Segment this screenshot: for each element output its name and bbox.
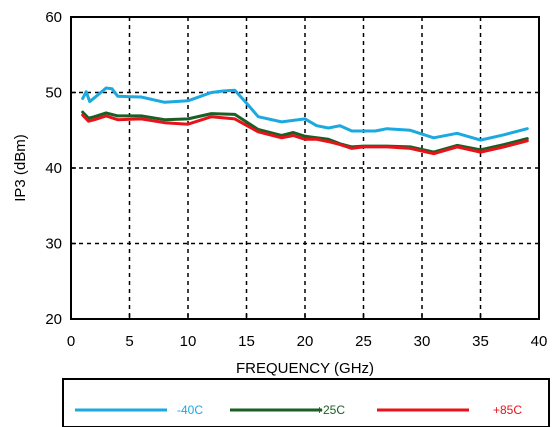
x-tick-label: 40 <box>531 333 548 350</box>
x-tick-label: 0 <box>67 333 75 350</box>
y-tick-label: 40 <box>45 160 62 177</box>
series-line-2 <box>81 113 529 156</box>
legend: -40C +25C +85C <box>62 378 550 427</box>
legend-items: -40C +25C +85C <box>75 403 522 417</box>
x-axis-label: FREQUENCY (GHz) <box>236 360 374 377</box>
y-tick-label: 60 <box>45 9 62 26</box>
x-tick-label: 25 <box>355 333 372 350</box>
legend-label-0: -40C <box>177 403 203 417</box>
x-tick-label: 20 <box>297 333 314 350</box>
series-lines <box>81 86 529 156</box>
x-tick-label: 5 <box>125 333 133 350</box>
y-tick-label: 30 <box>45 236 62 253</box>
x-axis-ticks: 0 5 10 15 20 25 30 35 40 <box>67 314 548 350</box>
y-tick-label: 50 <box>45 85 62 102</box>
legend-label-2: +85C <box>493 403 522 417</box>
legend-box <box>62 378 550 427</box>
y-tick-label: 20 <box>45 311 62 328</box>
x-tick-label: 10 <box>180 333 197 350</box>
x-tick-label: 35 <box>472 333 489 350</box>
y-axis-ticks: 20 30 40 50 60 <box>45 9 76 328</box>
y-axis-label: IP3 (dBm) <box>12 134 29 202</box>
gridlines <box>71 17 539 319</box>
x-tick-label: 30 <box>414 333 431 350</box>
x-tick-label: 15 <box>238 333 255 350</box>
series-line-0 <box>81 86 529 142</box>
legend-label-1: +25C <box>316 403 345 417</box>
plot-area <box>70 16 540 320</box>
series-line-1 <box>81 110 529 154</box>
